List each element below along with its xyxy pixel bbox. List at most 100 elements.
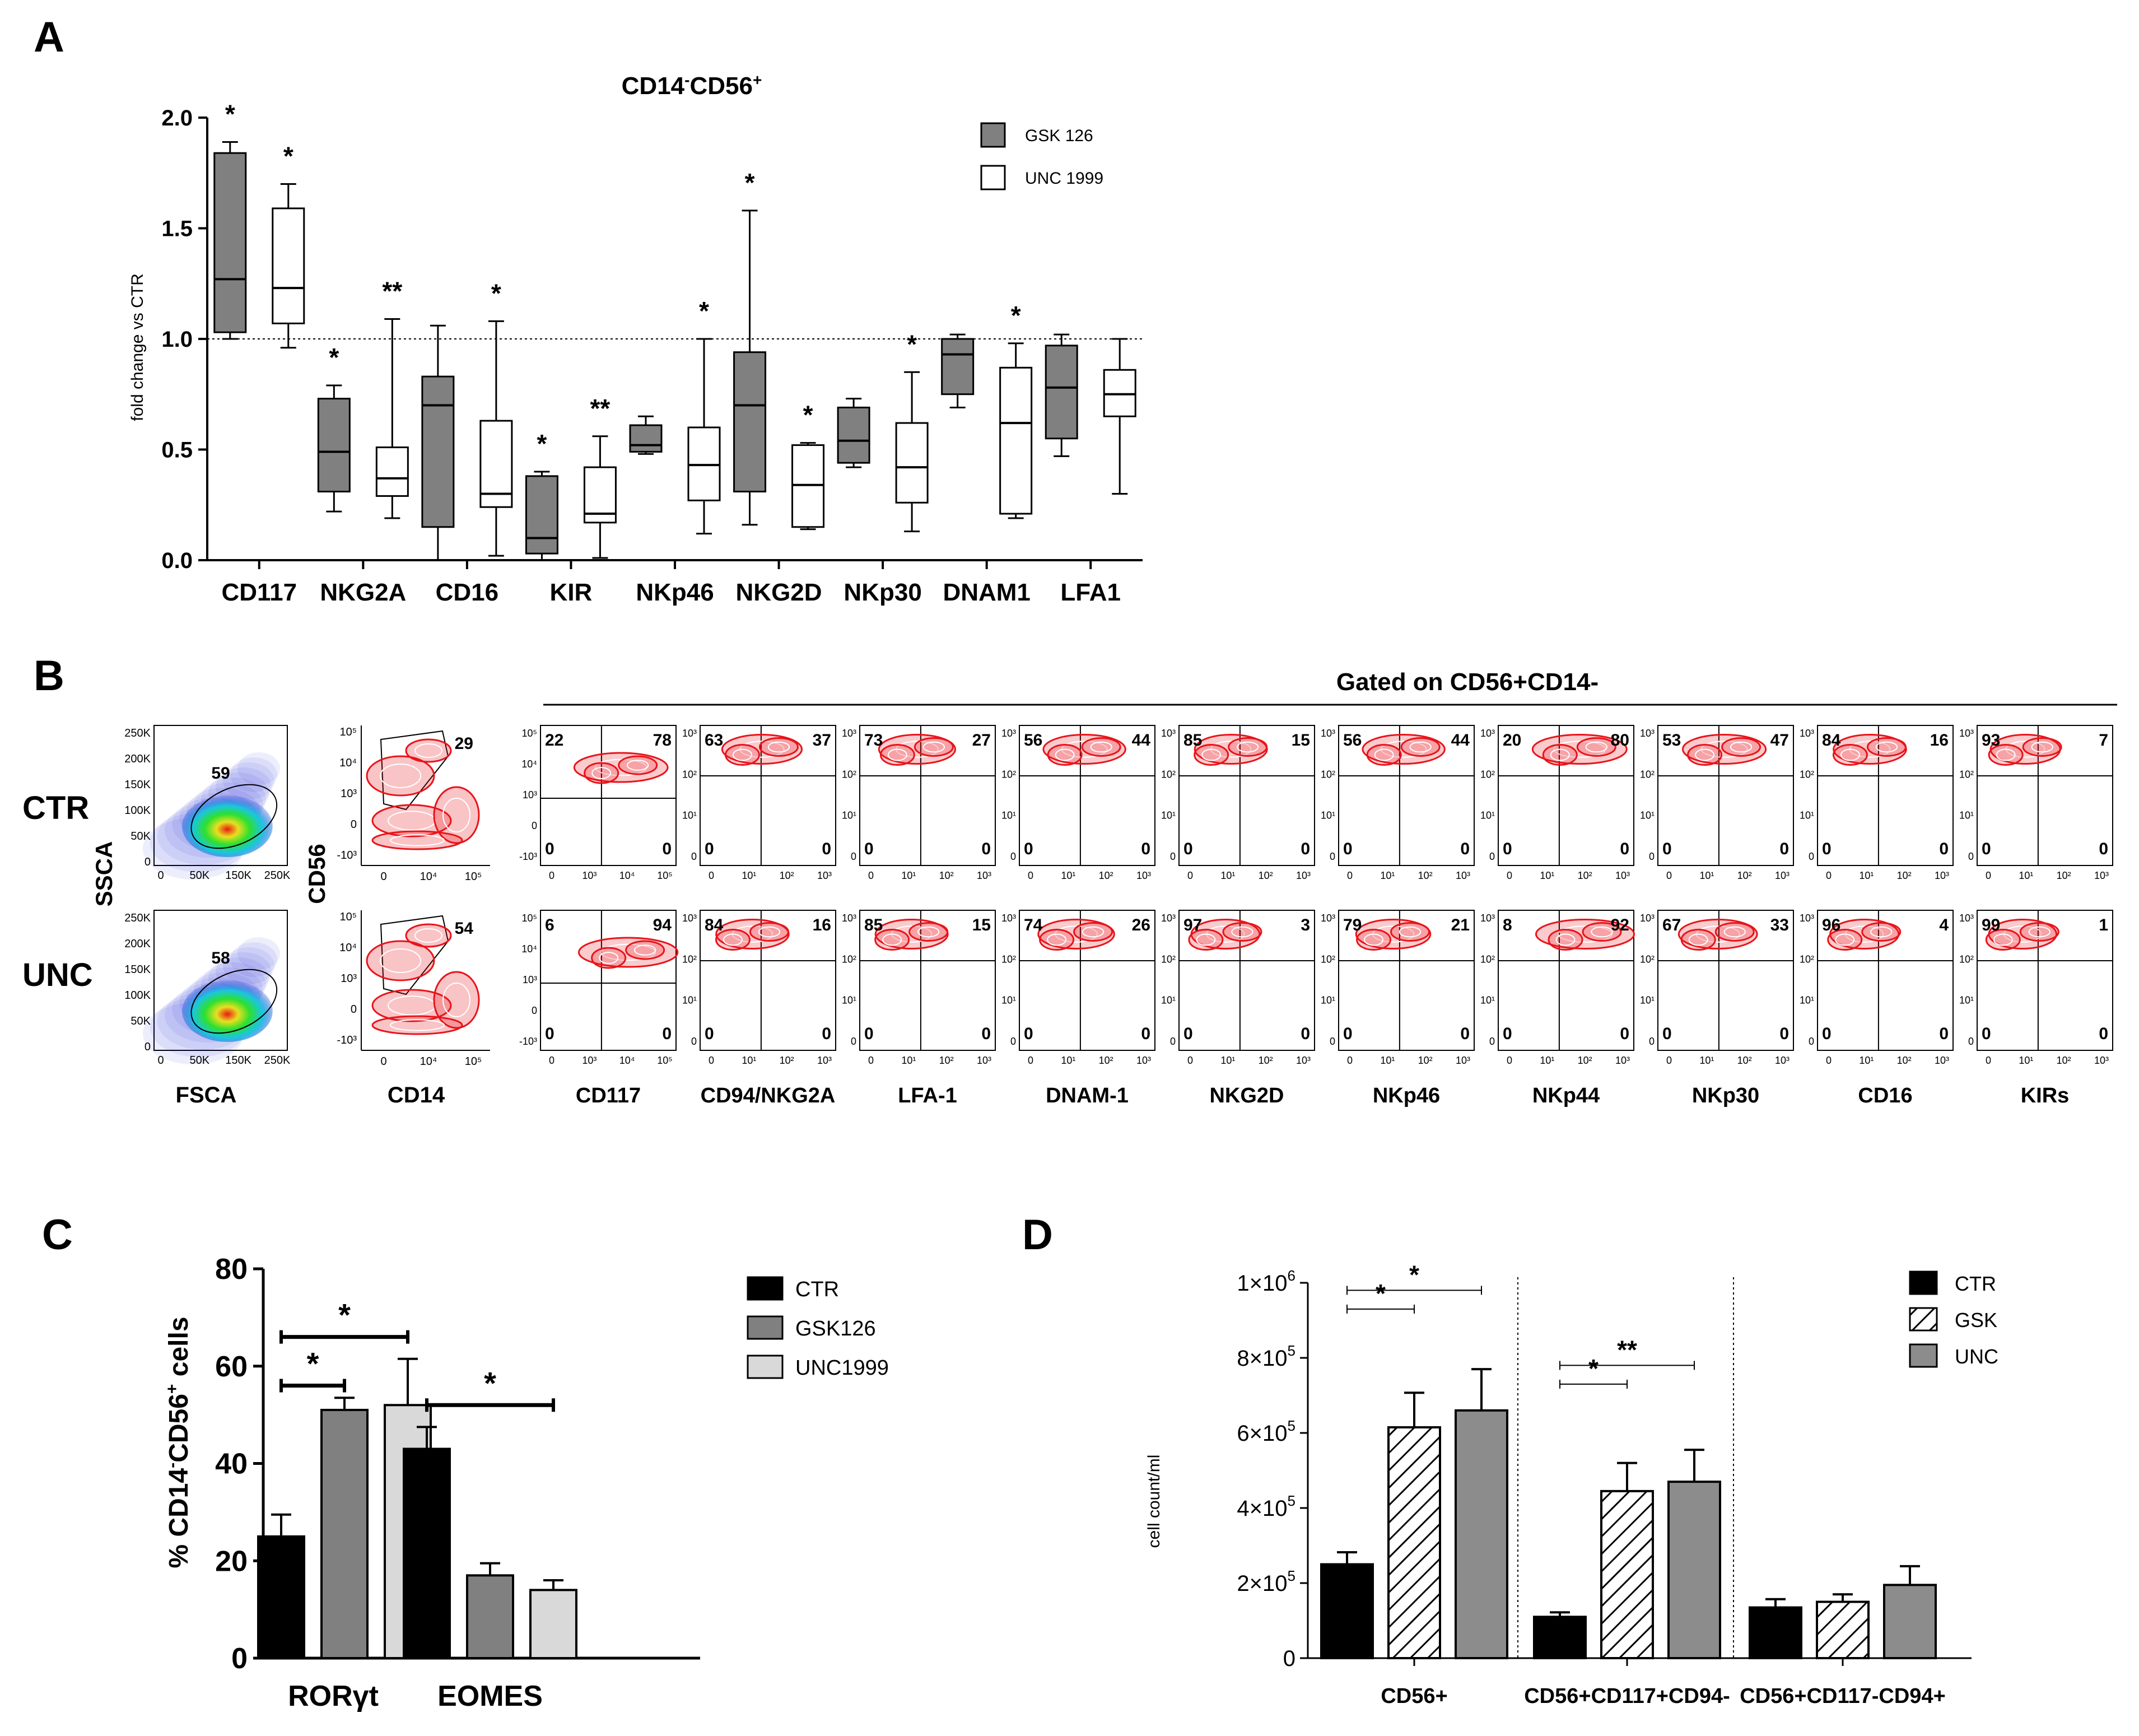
density-contour — [626, 760, 649, 771]
density-contour — [1870, 926, 1893, 938]
x-tick-label: 10¹ — [1061, 1055, 1075, 1066]
x-tick-label: 10³ — [1456, 1055, 1470, 1066]
density-cloud — [237, 937, 280, 970]
legend-swatch-unc1999 — [747, 1355, 784, 1379]
density-contour — [1228, 737, 1268, 757]
x-tick-label: 10² — [1418, 870, 1433, 881]
density-contour — [1576, 737, 1616, 757]
quadrant-value-ur: 44 — [1132, 731, 1151, 750]
quadrant-value-ll: 0 — [1024, 840, 1033, 858]
x-tick-label: 0 — [1507, 870, 1512, 881]
y-tick-label: 150K — [124, 779, 151, 791]
y-tick-label: 0 — [1170, 851, 1176, 862]
quadrant-value-ul: 53 — [1662, 731, 1681, 750]
y-tick-label: 10⁵ — [339, 911, 357, 923]
y-tick-label: 0 — [351, 818, 357, 831]
x-tick-label: 10² — [780, 870, 794, 881]
density-contour — [1082, 926, 1105, 938]
x-tick-label: 10¹ — [742, 870, 756, 881]
x-tick-label: 10² — [1099, 870, 1113, 881]
quadrant-value-ur: 16 — [813, 916, 831, 934]
gate-ellipse — [190, 969, 278, 1034]
bar-cd56-unc — [1455, 1409, 1508, 1660]
density-contour — [1196, 933, 1216, 946]
y-tick-label: 10³ — [1640, 728, 1655, 739]
quadrant-value-ur: 37 — [813, 731, 831, 750]
quadrant-value-ll: 0 — [1982, 840, 1991, 858]
y-tick-label: 10³ — [523, 974, 537, 985]
density-contour — [758, 737, 799, 757]
y-tick-label: 10³ — [1161, 728, 1176, 739]
y-tick-label: 0.0 — [161, 548, 193, 573]
quadrant-value-ll: 0 — [545, 1025, 554, 1043]
x-tick-label: 10³ — [2094, 1055, 2109, 1066]
density-contour — [1555, 933, 1576, 946]
y-tick-label: 10² — [1001, 953, 1016, 965]
gate-ylabel: CD56 — [304, 844, 330, 904]
x-tick-label: 10³ — [1136, 870, 1151, 881]
significance-mark: ** — [382, 276, 402, 305]
scatter-plot-ctr: 59 250K 200K 150K 100K 50K 00 50K 150K 250K — [124, 725, 291, 882]
x-tick-label: 10³ — [1935, 870, 1949, 881]
gate-plot-unc: 54 10⁵ 10⁴ 10³ 0 -10³ 0 10⁴ 10⁵ — [337, 910, 490, 1068]
legend-label-unc1999: UNC1999 — [795, 1356, 889, 1380]
y-tick-label: 0 — [851, 851, 856, 862]
y-tick-label: 0 — [691, 851, 697, 862]
x-tick-label: 10² — [780, 1055, 794, 1066]
quadrant-value-ll: 0 — [1343, 840, 1353, 858]
density-contour — [2028, 926, 2051, 938]
significance-mark: * — [307, 1346, 319, 1381]
y-tick-label: 10² — [1161, 953, 1176, 965]
density-core — [181, 980, 273, 1042]
x-tick-label: 250K — [264, 1054, 291, 1067]
y-tick-label: 0 — [1649, 1036, 1655, 1047]
y-tick-label: 20 — [215, 1545, 248, 1577]
x-tick-label: 10² — [1099, 1055, 1113, 1066]
density-contour — [1582, 922, 1622, 942]
panel-b-flow-cytometry: Gated on CD56+CD14- CTR UNC SSCA FSCA CD… — [22, 668, 2117, 1107]
marker-xlabel-cd94-nkg2a: CD94/NKG2A — [701, 1084, 836, 1107]
y-tick-label: 10¹ — [682, 810, 697, 821]
bar-cd56-cd117-cd94-unc — [1883, 1584, 1937, 1660]
density-contour — [2022, 737, 2062, 757]
quadrant-value-ll: 0 — [1503, 840, 1512, 858]
y-tick-label: 250K — [124, 727, 151, 739]
density-contour — [1055, 748, 1075, 761]
y-tick-label: 10³ — [1161, 913, 1176, 924]
quadrant-value-ur: 94 — [653, 916, 672, 934]
gate-percent: 59 — [211, 764, 230, 783]
quadrant-value-ll: 0 — [705, 840, 714, 858]
plot-frame — [1178, 725, 1315, 866]
significance-mark: * — [1588, 1354, 1599, 1383]
y-tick-label: 10³ — [341, 788, 357, 800]
y-tick-label: 80 — [215, 1253, 248, 1286]
quadrant-value-ur: 4 — [1939, 916, 1949, 934]
marker-xlabel-nkp46: NKp46 — [1373, 1084, 1440, 1107]
quadrant-value-ll: 0 — [1183, 840, 1193, 858]
density-contour — [917, 926, 940, 938]
density-contour — [1827, 929, 1863, 951]
density-contour — [1585, 741, 1608, 753]
legend-swatch-gsk126 — [747, 1315, 784, 1340]
y-tick-label: 10³ — [341, 972, 357, 985]
y-tick-label: 100K — [124, 804, 151, 817]
legend-label-gsk: GSK — [1955, 1309, 1997, 1332]
box-lfa1-gsk-126 — [1045, 345, 1078, 440]
legend-swatch-gsk — [1909, 1307, 1938, 1332]
x-tick-label: 10³ — [977, 1055, 991, 1066]
x-tick-label: 0 — [1826, 1055, 1832, 1066]
y-tick-label: 2.0 — [161, 106, 193, 131]
density-contour — [1866, 737, 1907, 757]
significance-mark: * — [537, 429, 547, 458]
density-contour — [879, 744, 915, 766]
density-contour — [405, 923, 452, 948]
density-contour — [874, 929, 910, 951]
legend-label-ctr: CTR — [1955, 1272, 1996, 1295]
density-contour — [618, 755, 658, 775]
density-contour — [1400, 737, 1441, 757]
y-tick-label: 10² — [842, 953, 856, 965]
